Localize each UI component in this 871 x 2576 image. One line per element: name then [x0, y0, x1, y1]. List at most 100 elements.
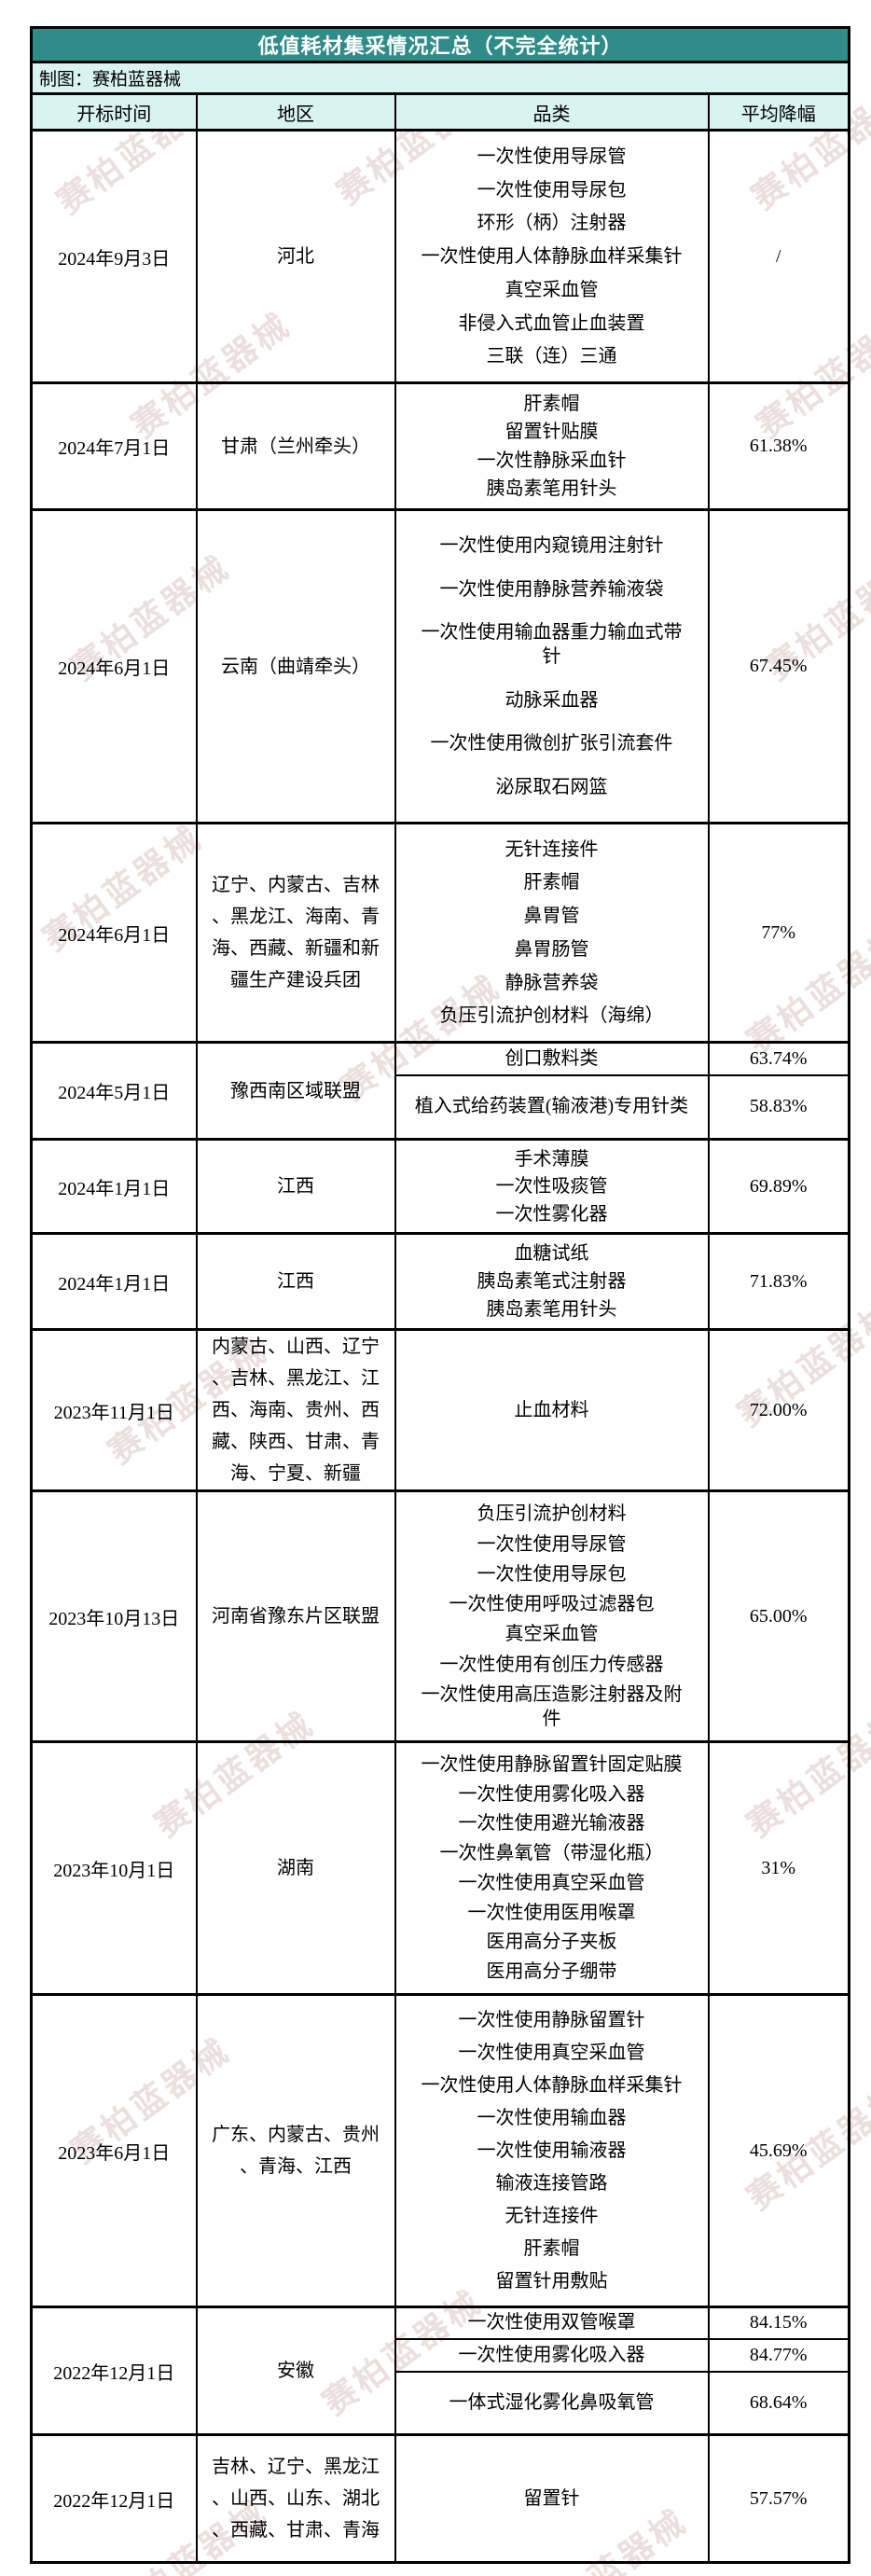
item-line: 胰岛素笔用针头 — [486, 1299, 617, 1320]
avg-cell: 71.83% — [707, 1232, 850, 1330]
date-cell: 2023年6月1日 — [30, 1993, 198, 2307]
items-cell: 一次性使用静脉留置针 一次性使用真空采血管 一次性使用人体静脉血样采集针 一次性使用输… — [394, 1993, 710, 2307]
item-cell: 植入式给药装置(输液港)专用针类 — [394, 1073, 710, 1140]
avg-cell: 84.15% — [707, 2306, 850, 2339]
table-row: 2023年6月1日 广东、内蒙古、贵州、青海、江西 一次性使用静脉留置针 一次性使… — [30, 1993, 850, 2307]
items-cell: 止血材料 — [394, 1328, 710, 1491]
item-line: 环形（柄）注射器 — [477, 213, 627, 234]
region-cell: 河南省豫东片区联盟 — [195, 1489, 396, 1742]
col-header-avg-drop: 平均降幅 — [707, 93, 850, 132]
item-line: 留置针用敷贴 — [495, 2271, 608, 2292]
item-line: 一次性使用内窥镜用注射针 — [439, 535, 664, 557]
table-row: 2023年11月1日 内蒙古、山西、辽宁、吉林、黑龙江、江西、海南、贵州、西藏、… — [30, 1328, 850, 1491]
avg-cell: 45.69% — [707, 1993, 850, 2307]
item-line: 医用高分子夹板 — [486, 1932, 617, 1953]
region-cell: 甘肃（兰州牵头） — [195, 381, 396, 510]
item-line: 一次性使用避光输液器 — [458, 1813, 645, 1835]
item-line: 一次性使用雾化吸入器 — [458, 1783, 645, 1805]
item-line: 留置针 — [523, 2488, 580, 2509]
avg-cell: 57.57% — [707, 2433, 850, 2563]
item-line: 一次性鼻氧管（带湿化瓶） — [439, 1843, 664, 1864]
item-line: 真空采血管 — [505, 279, 599, 300]
item-line: 肝素帽 — [523, 393, 580, 414]
table-title: 低值耗材集采情况汇总（不完全统计） — [30, 27, 850, 63]
col-header-category: 品类 — [394, 93, 710, 132]
item-cell: 一次性使用雾化吸入器 — [394, 2337, 710, 2372]
region-cell: 安徽 — [195, 2306, 396, 2435]
item-line: 一次性使用导尿包 — [477, 179, 627, 201]
table-row: 2024年1月1日 江西 血糖试纸 胰岛素笔式注射器 胰岛素笔用针头 71.83% — [30, 1232, 850, 1330]
avg-cell: / — [707, 129, 850, 383]
item-line: 胰岛素笔式注射器 — [477, 1271, 627, 1292]
table-row: 2023年10月13日 河南省豫东片区联盟 负压引流护创材料 一次性使用导尿管 一次… — [30, 1489, 850, 1742]
avg-cell: 58.83% — [707, 1073, 850, 1140]
avg-cell: 72.00% — [707, 1328, 850, 1491]
item-line: 一次性使用静脉营养输液袋 — [439, 578, 664, 600]
item-line: 泌尿取石网篮 — [495, 776, 608, 797]
item-line: 一次性使用静脉留置针固定贴膜 — [421, 1753, 683, 1775]
avg-cell: 67.45% — [707, 508, 850, 824]
items-cell: 一次性使用导尿管 一次性使用导尿包 环形（柄）注射器一次性使用人体静脉血样采集针 真空… — [394, 129, 710, 383]
avg-cell: 31% — [707, 1740, 850, 1995]
table-row: 2023年10月1日 湖南 一次性使用静脉留置针固定贴膜 一次性使用雾化吸入器 一次… — [30, 1740, 850, 1995]
item-line: 一次性使用导尿管 — [477, 145, 627, 167]
items-cell: 一次性使用静脉留置针固定贴膜 一次性使用雾化吸入器 一次性使用避光输液器 一次性鼻氧管… — [394, 1740, 710, 1995]
item-line: 一次性使用人体静脉血样采集针 — [421, 246, 683, 267]
avg-cell: 63.74% — [707, 1041, 850, 1075]
table-row: 2024年1月1日 江西 手术薄膜 一次性吸痰管 一次性雾化器 69.89% — [30, 1138, 850, 1234]
items-cell: 留置针 — [394, 2433, 710, 2563]
region-cell: 辽宁、内蒙古、吉林、黑龙江、海南、青海、西藏、新疆和新疆生产建设兵团 — [195, 822, 396, 1043]
item-line: 静脉营养袋 — [505, 972, 599, 993]
table-row: 2024年6月1日 辽宁、内蒙古、吉林、黑龙江、海南、青海、西藏、新疆和新疆生产… — [30, 822, 850, 1043]
region-cell: 吉林、辽宁、黑龙江、山西、山东、湖北、西藏、甘肃、青海 — [195, 2433, 396, 2563]
table-row: 2024年9月3日 河北 一次性使用导尿管 一次性使用导尿包 环形（柄）注射器 一次性… — [30, 129, 850, 383]
item-line: 一次性使用医用喉罩 — [467, 1902, 636, 1923]
table-subrow: 植入式给药装置(输液港)专用针类 58.83% — [32, 1073, 850, 1140]
table-row: 2024年5月1日 豫西南区域联盟 创口敷料类 63.74% — [30, 1041, 850, 1140]
item-line: 肝素帽 — [523, 872, 580, 893]
item-line: 真空采血管 — [505, 1624, 599, 1645]
table-subrow: 一体式湿化雾化鼻吸氧管 68.64% — [32, 2370, 850, 2435]
region-cell: 广东、内蒙古、贵州、青海、江西 — [195, 1993, 396, 2307]
item-line: 医用高分子绷带 — [486, 1961, 617, 1983]
item-line: 一次性雾化器 — [495, 1203, 608, 1225]
table-subrow: 一次性使用雾化吸入器 84.77% — [32, 2337, 850, 2372]
item-line: 一次性使用高压造影注射器及附件 — [421, 1683, 683, 1729]
avg-cell: 84.77% — [707, 2337, 850, 2372]
avg-cell: 61.38% — [707, 381, 850, 510]
items-cell: 血糖试纸 胰岛素笔式注射器 胰岛素笔用针头 — [394, 1232, 710, 1330]
item-line: 一次性使用静脉留置针 — [458, 2010, 645, 2030]
item-line: 负压引流护创材料 — [477, 1503, 627, 1525]
region-cell: 湖南 — [195, 1740, 396, 1995]
avg-cell: 77% — [707, 822, 850, 1043]
region-cell: 云南（曲靖牵头） — [195, 508, 396, 824]
date-cell: 2024年6月1日 — [30, 822, 198, 1043]
item-line: 三联（连）三通 — [486, 346, 617, 367]
avg-cell: 68.64% — [707, 2370, 850, 2435]
item-line: 肝素帽 — [523, 2238, 580, 2259]
items-cell: 负压引流护创材料 一次性使用导尿管 一次性使用导尿包 一次性使用呼吸过滤器包 真空采血管… — [394, 1489, 710, 1742]
region-cell: 江西 — [195, 1232, 396, 1330]
items-cell: 肝素帽 留置针贴膜 一次性静脉采血针 胰岛素笔用针头 — [394, 381, 710, 510]
date-cell: 2024年1月1日 — [30, 1232, 198, 1330]
date-cell: 2024年6月1日 — [30, 508, 198, 824]
table-credit: 制图：赛柏蓝器械 — [30, 62, 850, 95]
item-cell: 一体式湿化雾化鼻吸氧管 — [394, 2370, 710, 2435]
item-cell: 创口敷料类 — [394, 1041, 710, 1075]
item-cell: 一次性使用双管喉罩 — [394, 2306, 710, 2339]
date-cell: 2024年7月1日 — [30, 381, 198, 510]
item-line: 一次性吸痰管 — [495, 1176, 608, 1197]
table-row: 2024年6月1日 云南（曲靖牵头） 一次性使用内窥镜用注射针 一次性使用静脉营养… — [30, 508, 850, 824]
date-cell: 2024年5月1日 — [30, 1041, 198, 1140]
date-cell: 2024年9月3日 — [30, 129, 198, 383]
date-cell: 2023年10月1日 — [30, 1740, 198, 1995]
date-cell: 2024年1月1日 — [30, 1138, 198, 1234]
item-line: 一次性使用导尿管 — [477, 1533, 627, 1555]
region-cell: 河北 — [195, 129, 396, 383]
item-line: 非侵入式血管止血装置 — [458, 312, 645, 334]
item-line: 输液连接管路 — [495, 2173, 608, 2194]
item-line: 鼻胃管 — [523, 906, 580, 927]
table-row: 2022年12月1日 安徽 一次性使用双管喉罩 84.15% — [30, 2306, 850, 2435]
item-line: 胰岛素笔用针头 — [486, 478, 617, 500]
col-header-region: 地区 — [195, 93, 396, 132]
